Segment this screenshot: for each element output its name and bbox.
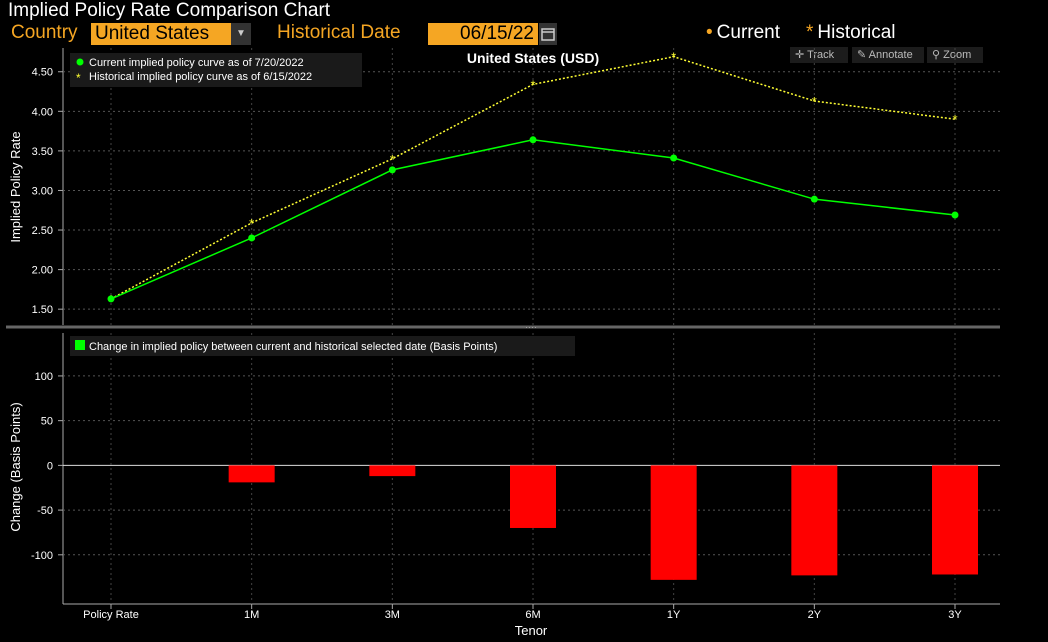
pencil-icon: ✎: [857, 49, 867, 61]
bar-legend-marker: [75, 340, 85, 350]
magnifier-icon: ⚲: [932, 49, 941, 61]
historical-date-label: Historical Date: [277, 22, 401, 43]
x-tick-label: 1M: [244, 609, 259, 621]
current-point[interactable]: [248, 234, 256, 242]
top-y-tick-label: 3.50: [32, 146, 53, 158]
current-point[interactable]: [107, 295, 115, 303]
x-axis-title: Tenor: [515, 623, 548, 638]
country-select[interactable]: United States: [91, 23, 231, 45]
historical-date-input[interactable]: 06/15/22: [428, 23, 538, 45]
bottom-y-tick-label: 0: [47, 460, 53, 472]
historical-point[interactable]: *: [390, 152, 395, 167]
current-point[interactable]: [951, 211, 959, 219]
x-tick-label: Policy Rate: [83, 609, 139, 621]
current-point[interactable]: [670, 154, 678, 162]
x-tick-label: 3M: [385, 609, 400, 621]
calendar-icon[interactable]: [539, 23, 557, 45]
historical-legend-marker: *: [76, 71, 81, 85]
legend-current[interactable]: • Current: [706, 22, 781, 43]
x-tick-label: 2Y: [808, 609, 822, 621]
bar-legend-label[interactable]: Change in implied policy between current…: [89, 341, 497, 353]
change-bar[interactable]: [791, 465, 838, 576]
legend-historical[interactable]: * Historical: [806, 22, 896, 43]
historical-point[interactable]: *: [671, 50, 676, 65]
chart-title: United States (USD): [467, 50, 599, 66]
historical-legend-label[interactable]: Historical implied policy curve as of 6/…: [89, 71, 312, 83]
change-bar[interactable]: [369, 465, 416, 477]
change-bar[interactable]: [510, 465, 556, 528]
historical-point[interactable]: *: [249, 216, 254, 231]
current-point[interactable]: [388, 166, 396, 174]
top-y-tick-label: 4.00: [32, 106, 53, 118]
bottom-y-tick-label: 50: [41, 416, 53, 428]
crosshair-icon: ✛: [795, 49, 805, 61]
chevron-down-icon[interactable]: ▼: [231, 23, 251, 45]
annotate-button[interactable]: ✎ Annotate: [852, 47, 924, 63]
bottom-y-tick-label: 100: [35, 371, 53, 383]
star-marker-icon: *: [806, 22, 814, 43]
top-y-tick-label: 1.50: [32, 304, 53, 316]
line-legend-box: [70, 53, 362, 87]
bottom-y-tick-label: -50: [37, 505, 53, 517]
page-title: Implied Policy Rate Comparison Chart: [8, 0, 331, 21]
historical-point[interactable]: *: [812, 94, 817, 109]
top-y-axis-title: Implied Policy Rate: [8, 131, 23, 242]
historical-point[interactable]: *: [530, 77, 535, 92]
dot-marker-icon: •: [706, 22, 713, 43]
country-label: Country: [11, 22, 78, 43]
current-point[interactable]: [810, 195, 818, 203]
top-y-tick-label: 4.50: [32, 67, 53, 79]
historical-line[interactable]: [110, 55, 956, 300]
top-y-tick-label: 2.00: [32, 265, 53, 277]
bottom-y-tick-label: -100: [31, 550, 53, 562]
change-bar[interactable]: [650, 465, 697, 580]
x-tick-label: 6M: [525, 609, 540, 621]
top-y-tick-label: 3.00: [32, 185, 53, 197]
bottom-y-axis-title: Change (Basis Points): [8, 402, 23, 531]
x-tick-label: 3Y: [948, 609, 962, 621]
historical-point[interactable]: *: [952, 112, 957, 127]
x-tick-label: 1Y: [667, 609, 681, 621]
current-legend-label[interactable]: Current implied policy curve as of 7/20/…: [89, 57, 304, 69]
bar-legend-box: [70, 336, 575, 356]
divider-grip-icon: ····: [525, 322, 537, 332]
current-point[interactable]: [529, 136, 537, 144]
change-bar[interactable]: [932, 465, 978, 575]
current-legend-marker: [76, 58, 84, 66]
change-bar[interactable]: [228, 465, 275, 483]
top-y-tick-label: 2.50: [32, 225, 53, 237]
